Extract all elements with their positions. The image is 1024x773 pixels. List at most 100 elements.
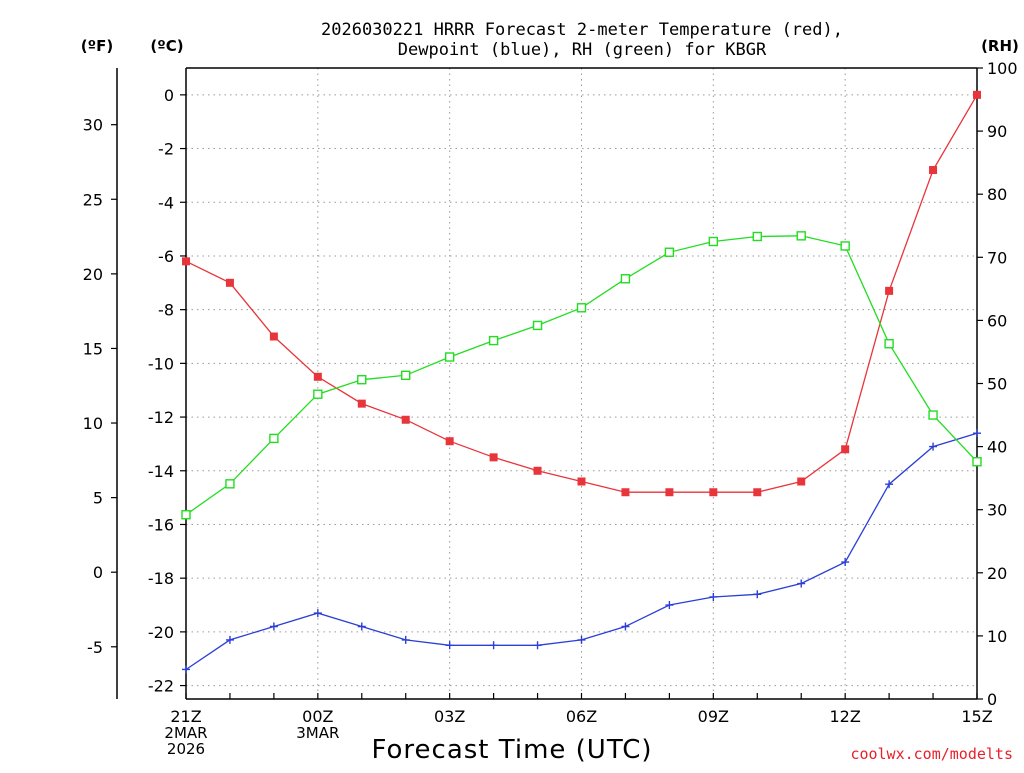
x-tick-label: 3MAR xyxy=(296,724,339,742)
rh-tick-label: 60 xyxy=(987,311,1007,330)
celsius-tick-label: 0 xyxy=(164,86,174,105)
fahrenheit-tick-label: 30 xyxy=(83,116,103,135)
rh-tick-label: 100 xyxy=(987,59,1018,78)
rh-point xyxy=(313,389,323,399)
rh-point xyxy=(664,247,675,257)
rh-tick-label: 10 xyxy=(987,627,1007,646)
dewpoint-line xyxy=(185,432,978,671)
rh-point xyxy=(796,231,806,241)
temperature-point xyxy=(709,488,718,497)
temperature-point xyxy=(533,466,542,475)
x-axis-title: Forecast Time (UTC) xyxy=(371,735,652,765)
dewpoint-point xyxy=(841,558,850,567)
rh-unit-label: (RH) xyxy=(981,37,1019,55)
credit-text: coolwx.com/modelts xyxy=(850,745,1013,763)
rh-point xyxy=(269,433,279,444)
dewpoint-point xyxy=(797,579,806,588)
fahrenheit-unit-label: (ºF) xyxy=(81,37,113,55)
dewpoint-point xyxy=(445,641,454,650)
rh-point xyxy=(620,274,631,284)
celsius-tick-label: -10 xyxy=(148,354,174,373)
temperature-point xyxy=(621,488,630,497)
rh-tick-label: 70 xyxy=(987,248,1007,267)
temperature-point xyxy=(885,286,894,295)
fahrenheit-tick-label: -5 xyxy=(87,638,103,657)
dewpoint-point xyxy=(225,635,234,644)
rh-tick-label: 20 xyxy=(987,564,1007,583)
temperature-point xyxy=(753,488,762,497)
celsius-tick-label: -6 xyxy=(158,247,174,266)
dewpoint-point xyxy=(357,622,366,631)
dewpoint-point xyxy=(313,609,322,618)
rh-tick-label: 40 xyxy=(987,438,1007,457)
axes-layer: 0 -2 -4 -6 -8 -10 -12 -14 -16 -18 -20 -22 30 25 20 15 10… xyxy=(83,59,1018,709)
rh-point xyxy=(444,352,455,362)
fahrenheit-tick-label: 10 xyxy=(83,414,103,433)
temperature-point xyxy=(445,437,454,446)
rh-point xyxy=(928,410,938,420)
rh-point xyxy=(532,320,543,331)
rh-tick-label: 80 xyxy=(987,185,1007,204)
celsius-tick-label: -4 xyxy=(158,193,174,212)
fahrenheit-tick-label: 25 xyxy=(83,190,103,209)
dewpoint-point xyxy=(577,635,586,644)
temperature-point xyxy=(577,477,586,486)
temperature-point xyxy=(841,445,850,454)
celsius-unit-label: (ºC) xyxy=(150,37,183,55)
x-tick-label: 06Z xyxy=(566,707,597,726)
fahrenheit-tick-label: 0 xyxy=(93,563,103,582)
dewpoint-point xyxy=(929,442,938,451)
dewpoint-point xyxy=(533,641,542,650)
rh-point xyxy=(401,370,411,380)
celsius-tick-label: -22 xyxy=(148,677,174,696)
x-tick-label: 15Z xyxy=(961,707,992,726)
fahrenheit-tick-label: 5 xyxy=(93,489,103,508)
celsius-tick-label: -2 xyxy=(158,140,174,159)
rh-tick-label: 50 xyxy=(987,375,1007,394)
x-tick-label: 2026 xyxy=(167,740,205,758)
fahrenheit-tick-label: 15 xyxy=(83,339,103,358)
dewpoint-point xyxy=(621,622,630,631)
rh-point xyxy=(752,231,762,242)
temperature-point xyxy=(401,415,410,424)
celsius-tick-label: -20 xyxy=(148,623,174,642)
temperature-point xyxy=(225,278,234,287)
temperature-point xyxy=(973,90,981,99)
dewpoint-point xyxy=(269,622,278,631)
rh-point xyxy=(225,479,235,489)
x-tick-label: 2MAR xyxy=(164,724,207,742)
rh-point xyxy=(972,457,982,467)
temperature-point xyxy=(357,399,366,408)
rh-point xyxy=(840,241,850,251)
dewpoint-point xyxy=(665,601,674,610)
temperature-point xyxy=(665,488,674,497)
temperature-point xyxy=(182,257,190,266)
fahrenheit-tick-label: 20 xyxy=(83,265,103,284)
temperature-point xyxy=(269,332,278,341)
temperature-point xyxy=(929,166,938,175)
x-tick-label: 09Z xyxy=(698,707,729,726)
rh-point xyxy=(357,375,367,385)
rh-point xyxy=(708,236,719,247)
rh-tick-label: 90 xyxy=(987,122,1007,141)
dewpoint-point xyxy=(489,641,498,650)
rh-point xyxy=(884,339,894,349)
rh-point xyxy=(181,510,191,520)
dewpoint-point xyxy=(885,480,894,489)
x-tick-label: 00Z xyxy=(302,707,333,726)
rh-point xyxy=(488,335,499,346)
temperature-point xyxy=(489,453,498,462)
x-tick-label: 03Z xyxy=(434,707,465,726)
celsius-tick-label: -16 xyxy=(148,515,174,534)
dewpoint-point xyxy=(973,429,981,438)
x-tick-label: 12Z xyxy=(830,707,861,726)
rh-point xyxy=(576,303,587,313)
rh-tick-label: 30 xyxy=(987,501,1007,520)
chart-title-line-1: 2026030221 HRRR Forecast 2-meter Tempera… xyxy=(321,20,843,40)
temperature-point xyxy=(797,477,806,486)
rh-tick-label: 0 xyxy=(987,690,997,709)
dewpoint-point xyxy=(401,635,410,644)
